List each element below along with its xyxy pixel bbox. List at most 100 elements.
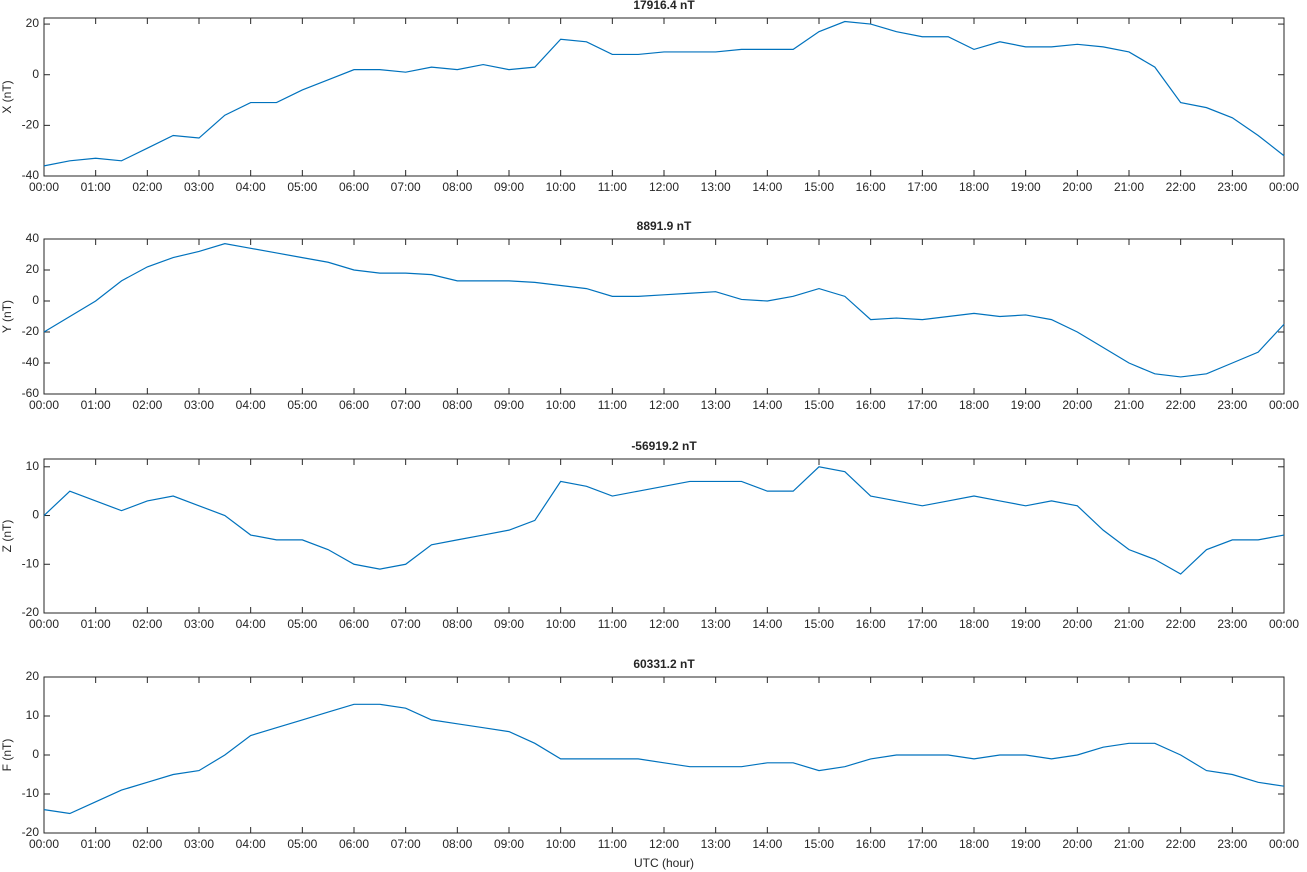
x-tick-label: 21:00: [1114, 617, 1144, 631]
y-tick-label: 10: [26, 459, 40, 473]
x-tick-label: 13:00: [701, 398, 731, 412]
x-tick-label: 00:00: [1269, 398, 1299, 412]
y-axis-label: Z (nT): [0, 520, 14, 553]
data-line: [43, 466, 1285, 575]
x-tick-label: 14:00: [752, 617, 782, 631]
x-tick-label: 13:00: [701, 837, 731, 851]
x-tick-label: 22:00: [1166, 837, 1196, 851]
y-tick-label: 20: [26, 262, 40, 276]
x-tick-label: 20:00: [1062, 180, 1092, 194]
y-tick-label: 20: [26, 669, 40, 683]
x-tick-label: 01:00: [81, 837, 111, 851]
x-tick-label: 08:00: [442, 617, 472, 631]
x-tick-label: 06:00: [339, 180, 369, 194]
x-tick-label: 04:00: [236, 180, 266, 194]
x-tick-label: 00:00: [29, 398, 59, 412]
x-tick-label: 08:00: [442, 837, 472, 851]
x-tick-label: 04:00: [236, 837, 266, 851]
y-tick-label: -20: [22, 605, 40, 619]
x-tick-label: 03:00: [184, 617, 214, 631]
x-axis-label: UTC (hour): [634, 856, 694, 870]
y-tick-label: 40: [26, 231, 40, 245]
x-tick-label: 22:00: [1166, 617, 1196, 631]
x-tick-label: 23:00: [1217, 837, 1247, 851]
y-tick-label: 10: [26, 708, 40, 722]
x-tick-label: 14:00: [752, 398, 782, 412]
x-tick-label: 19:00: [1011, 837, 1041, 851]
x-tick-label: 18:00: [959, 398, 989, 412]
x-tick-label: 23:00: [1217, 617, 1247, 631]
panel-title: -56919.2 nT: [631, 439, 697, 453]
x-tick-label: 02:00: [132, 617, 162, 631]
x-tick-label: 16:00: [856, 837, 886, 851]
x-tick-label: 12:00: [649, 398, 679, 412]
x-tick-label: 12:00: [649, 837, 679, 851]
x-tick-label: 09:00: [494, 837, 524, 851]
x-tick-label: 00:00: [1269, 837, 1299, 851]
x-tick-label: 06:00: [339, 837, 369, 851]
y-axis-label: F (nT): [0, 739, 14, 772]
panel-title: 8891.9 nT: [637, 219, 692, 233]
y-tick-label: 0: [32, 67, 39, 81]
y-tick-label: 0: [32, 293, 39, 307]
x-tick-label: 23:00: [1217, 398, 1247, 412]
x-tick-label: 01:00: [81, 180, 111, 194]
x-tick-label: 11:00: [598, 837, 627, 851]
x-tick-label: 12:00: [649, 617, 679, 631]
x-tick-label: 18:00: [959, 180, 989, 194]
x-tick-label: 19:00: [1011, 617, 1041, 631]
x-tick-label: 11:00: [598, 180, 627, 194]
panel-title: 60331.2 nT: [633, 657, 695, 671]
x-tick-label: 09:00: [494, 180, 524, 194]
x-tick-label: 18:00: [959, 617, 989, 631]
x-tick-label: 00:00: [29, 837, 59, 851]
x-tick-label: 03:00: [184, 837, 214, 851]
y-tick-label: -20: [22, 324, 40, 338]
x-tick-label: 20:00: [1062, 617, 1092, 631]
y-tick-label: 20: [26, 16, 40, 30]
x-tick-label: 22:00: [1166, 180, 1196, 194]
y-tick-label: -20: [22, 118, 40, 132]
y-tick-label: 0: [32, 508, 39, 522]
plot-area: [43, 676, 1285, 834]
y-tick-label: -10: [22, 556, 40, 570]
y-axis-label: Y (nT): [0, 300, 14, 333]
x-tick-label: 21:00: [1114, 180, 1144, 194]
x-tick-label: 15:00: [804, 180, 834, 194]
x-tick-label: 05:00: [287, 398, 317, 412]
x-tick-label: 04:00: [236, 617, 266, 631]
x-tick-label: 06:00: [339, 617, 369, 631]
x-tick-label: 07:00: [391, 398, 421, 412]
x-tick-label: 21:00: [1114, 398, 1144, 412]
x-tick-label: 19:00: [1011, 180, 1041, 194]
plot-area: [43, 17, 1285, 177]
x-tick-label: 04:00: [236, 398, 266, 412]
x-tick-label: 03:00: [184, 180, 214, 194]
x-tick-label: 03:00: [184, 398, 214, 412]
x-tick-label: 01:00: [81, 617, 111, 631]
x-tick-label: 10:00: [546, 837, 576, 851]
x-tick-label: 10:00: [546, 180, 576, 194]
x-tick-label: 09:00: [494, 398, 524, 412]
x-tick-label: 00:00: [29, 617, 59, 631]
x-tick-label: 07:00: [391, 837, 421, 851]
x-tick-label: 12:00: [649, 180, 679, 194]
x-tick-label: 00:00: [29, 180, 59, 194]
x-tick-label: 13:00: [701, 180, 731, 194]
data-line: [43, 703, 1285, 815]
x-tick-label: 15:00: [804, 837, 834, 851]
y-tick-label: 0: [32, 747, 39, 761]
x-tick-label: 01:00: [81, 398, 111, 412]
x-tick-label: 08:00: [442, 398, 472, 412]
panel-title: 17916.4 nT: [633, 0, 695, 12]
x-tick-label: 15:00: [804, 617, 834, 631]
plot-area: [43, 458, 1285, 614]
x-tick-label: 17:00: [907, 837, 937, 851]
x-tick-label: 09:00: [494, 617, 524, 631]
data-line: [43, 243, 1285, 378]
y-axis-label: X (nT): [0, 80, 14, 113]
x-tick-label: 07:00: [391, 180, 421, 194]
x-tick-label: 06:00: [339, 398, 369, 412]
y-tick-label: -10: [22, 786, 40, 800]
